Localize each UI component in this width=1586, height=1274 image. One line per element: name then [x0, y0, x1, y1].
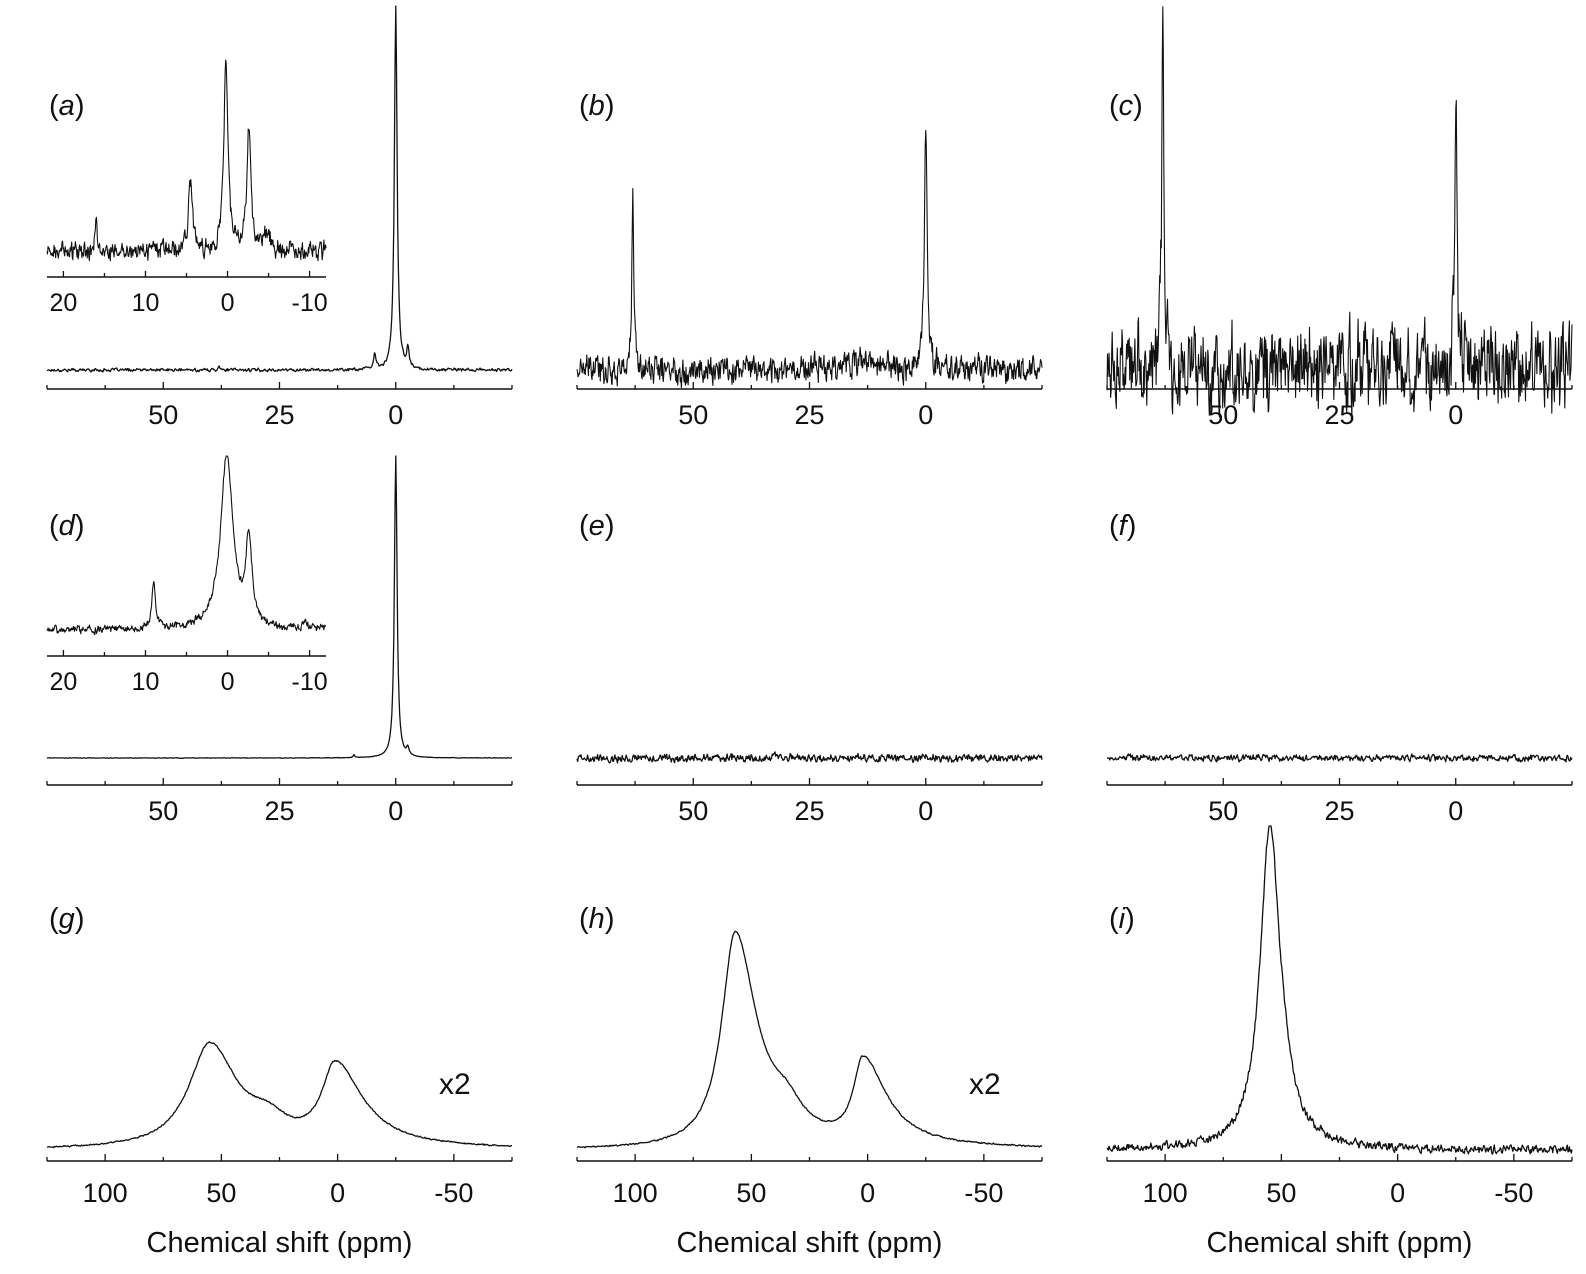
x-tick-label: 50 [678, 400, 708, 430]
inset-plot: 20 10 0 -10 [46, 455, 328, 696]
x-tick-label: 25 [794, 796, 824, 826]
panel-label-letter: g [59, 903, 75, 935]
x-tick-label: 0 [388, 400, 403, 430]
scale-factor-label: x2 [439, 1068, 471, 1101]
x-tick-label: 50 [1208, 796, 1238, 826]
panel-label-letter: b [589, 90, 605, 122]
panel-label-letter: i [1119, 903, 1127, 935]
spectrum-trace [46, 1041, 513, 1149]
x-tick-label: 0 [1448, 796, 1463, 826]
panel-label: (b) [579, 90, 614, 122]
panel-d: 50 25 0 (d) 20 10 0 -10 [46, 455, 513, 826]
panel-a: 50 25 0 (a) 20 10 0 -10 [46, 5, 513, 430]
spectrum-trace [46, 5, 513, 373]
panel-label: (h) [579, 903, 614, 935]
panel-label-letter: f [1119, 510, 1130, 542]
panel-label: (i) [1109, 903, 1135, 935]
panel-label: (a) [49, 90, 84, 122]
x-tick-label: 25 [1324, 796, 1354, 826]
x-tick-label: 25 [1324, 400, 1354, 430]
x-tick-label: -50 [434, 1178, 473, 1208]
x-tick-label: 0 [918, 400, 933, 430]
inset-x-tick-label: 20 [50, 668, 78, 696]
panel-label-letter: c [1119, 90, 1134, 122]
panel-label-letter: e [589, 510, 605, 542]
x-tick-label: 50 [678, 796, 708, 826]
panel-label-letter: h [589, 903, 605, 935]
inset-x-tick-label: 0 [221, 668, 235, 696]
spectrum-trace [576, 751, 1043, 764]
panel-i: 100 50 0 -50 (i) Chemical shift (ppm) [1106, 825, 1573, 1259]
panel-label: (g) [49, 903, 84, 935]
inset-x-tick-label: -10 [292, 668, 328, 696]
panel-label: (c) [1109, 90, 1143, 122]
x-tick-label: 100 [613, 1178, 658, 1208]
x-tick-label: 50 [148, 796, 178, 826]
panel-c: 50 25 0(c) [1106, 6, 1573, 430]
spectrum-trace [1106, 825, 1573, 1155]
panel-b: 50 25 0 (b) [576, 90, 1043, 430]
inset-spectrum-trace [46, 455, 327, 636]
x-tick-label: 0 [388, 796, 403, 826]
x-tick-label: 0 [860, 1178, 875, 1208]
inset-x-tick-label: 20 [50, 289, 78, 317]
x-tick-label: 100 [83, 1178, 128, 1208]
x-tick-label: 50 [206, 1178, 236, 1208]
x-tick-label: 0 [918, 796, 933, 826]
panel-e: 50 25 0 (e) [576, 510, 1043, 826]
inset-spectrum-trace [46, 59, 327, 262]
inset-x-tick-label: 0 [221, 289, 235, 317]
x-tick-label: 25 [794, 400, 824, 430]
spectrum-trace [576, 930, 1043, 1149]
panel-label: (e) [579, 510, 614, 542]
spectrum-trace [576, 129, 1043, 389]
x-tick-label: 0 [330, 1178, 345, 1208]
spectrum-trace [1106, 6, 1573, 418]
x-tick-label: -50 [1494, 1178, 1533, 1208]
inset-plot: 20 10 0 -10 [46, 59, 328, 317]
panel-g: 100 50 0 -50 (g) x2 Chemical shift (ppm) [46, 903, 513, 1259]
x-tick-label: 25 [264, 400, 294, 430]
x-tick-label: 25 [264, 796, 294, 826]
scale-factor-label: x2 [969, 1068, 1001, 1101]
x-axis-title: Chemical shift (ppm) [1207, 1227, 1473, 1259]
x-axis-title: Chemical shift (ppm) [147, 1227, 413, 1259]
panel-h: 100 50 0 -50 (h) x2 Chemical shift (ppm) [576, 903, 1043, 1259]
x-tick-label: 50 [148, 400, 178, 430]
spectrum-trace [46, 455, 512, 759]
x-tick-label: -50 [964, 1178, 1003, 1208]
x-tick-label: 0 [1448, 400, 1463, 430]
panel-label: (f) [1109, 510, 1136, 542]
spectrum-trace [1106, 753, 1573, 763]
panel-label-letter: d [59, 510, 76, 542]
x-axis-title: Chemical shift (ppm) [677, 1227, 943, 1259]
inset-x-tick-label: 10 [132, 289, 160, 317]
panel-f: 50 25 0 (f) [1106, 510, 1573, 826]
panel-label-letter: a [59, 90, 75, 122]
x-tick-label: 50 [736, 1178, 766, 1208]
panel-label: (d) [49, 510, 84, 542]
inset-x-tick-label: -10 [292, 289, 328, 317]
x-tick-label: 100 [1143, 1178, 1188, 1208]
inset-x-tick-label: 10 [132, 668, 160, 696]
x-tick-label: 50 [1266, 1178, 1296, 1208]
x-tick-label: 0 [1390, 1178, 1405, 1208]
